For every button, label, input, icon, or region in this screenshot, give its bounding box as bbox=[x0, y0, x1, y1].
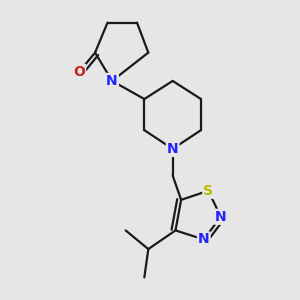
Text: N: N bbox=[198, 232, 210, 247]
Text: S: S bbox=[203, 184, 213, 198]
Text: N: N bbox=[215, 210, 226, 224]
Text: O: O bbox=[73, 65, 85, 79]
Text: N: N bbox=[167, 142, 178, 156]
Text: N: N bbox=[106, 74, 118, 88]
